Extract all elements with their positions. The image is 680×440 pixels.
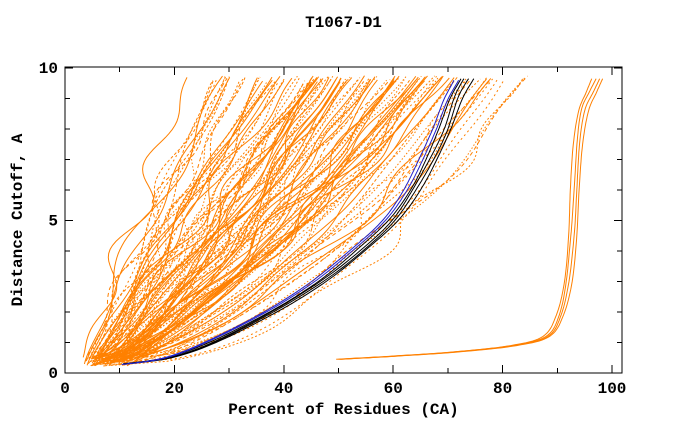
model-curves bbox=[99, 79, 214, 361]
model-curves bbox=[96, 80, 306, 360]
best-model-curves bbox=[127, 78, 475, 365]
model-curves bbox=[122, 77, 342, 361]
model-curves bbox=[94, 75, 365, 366]
model-curves bbox=[98, 80, 416, 357]
model-curves bbox=[94, 77, 450, 362]
y-tick-label: 10 bbox=[39, 60, 58, 78]
model-curves bbox=[119, 79, 455, 358]
model-curves bbox=[110, 76, 524, 366]
model-curves bbox=[116, 75, 422, 358]
model-curves bbox=[106, 79, 337, 366]
model-curves bbox=[123, 77, 372, 364]
model-curves bbox=[89, 78, 315, 359]
model-curves bbox=[112, 75, 435, 361]
model-curves bbox=[114, 79, 424, 362]
x-tick-label: 100 bbox=[598, 380, 627, 398]
model-curves bbox=[94, 77, 293, 362]
model-curves bbox=[109, 79, 411, 358]
y-axis-label: Distance Cutoff, A bbox=[9, 133, 27, 307]
best-model-curves bbox=[125, 78, 470, 365]
model-curves bbox=[117, 75, 444, 361]
model-curves bbox=[89, 79, 217, 359]
model-curves bbox=[108, 75, 437, 366]
model-curves bbox=[109, 79, 214, 365]
x-tick-label: 80 bbox=[493, 380, 512, 398]
model-curves bbox=[101, 77, 455, 363]
model-curves bbox=[88, 79, 314, 359]
chart-title: T1067-D1 bbox=[305, 14, 382, 32]
model-curves bbox=[94, 77, 246, 361]
model-curves bbox=[100, 78, 487, 360]
model-curves bbox=[111, 76, 227, 360]
model-curves bbox=[94, 79, 359, 361]
model-curves bbox=[108, 76, 320, 367]
model-curves bbox=[92, 77, 301, 362]
model-curves bbox=[99, 81, 318, 359]
model-curves bbox=[109, 76, 261, 360]
outlier-model-curves bbox=[340, 78, 604, 360]
model-curves bbox=[103, 79, 471, 367]
model-curves bbox=[116, 79, 498, 360]
model-curves bbox=[107, 77, 353, 360]
model-curves bbox=[124, 79, 378, 364]
model-curves bbox=[91, 76, 230, 364]
y-tick-label: 5 bbox=[48, 213, 58, 231]
model-curves bbox=[122, 75, 298, 359]
model-curves bbox=[99, 78, 492, 365]
highlighted-model-curves bbox=[123, 79, 460, 365]
highlighted-model-curves bbox=[121, 79, 455, 365]
model-curves bbox=[121, 75, 529, 360]
y-tick-label: 0 bbox=[48, 365, 58, 383]
model-curves bbox=[126, 79, 387, 358]
model-curves bbox=[94, 76, 378, 367]
x-axis-label: Percent of Residues (CA) bbox=[228, 401, 459, 419]
model-curves bbox=[115, 77, 260, 366]
model-curves bbox=[100, 78, 395, 358]
model-curves bbox=[121, 81, 311, 358]
model-curves bbox=[94, 77, 318, 367]
model-curves bbox=[129, 76, 459, 363]
model-curves bbox=[91, 81, 276, 359]
model-curves bbox=[96, 81, 370, 366]
model-curves bbox=[119, 81, 466, 365]
model-curves bbox=[120, 76, 226, 365]
model-curves bbox=[96, 80, 315, 359]
best-model-curves bbox=[123, 78, 462, 365]
model-curves bbox=[115, 78, 372, 358]
model-curves bbox=[93, 76, 273, 365]
model-curves bbox=[109, 78, 286, 359]
x-tick-label: 0 bbox=[60, 380, 70, 398]
model-curves bbox=[114, 79, 391, 362]
x-tick-label: 60 bbox=[384, 380, 403, 398]
model-curves bbox=[117, 80, 240, 362]
x-tick-label: 40 bbox=[274, 380, 293, 398]
model-curves bbox=[107, 77, 525, 359]
model-curves bbox=[90, 80, 395, 360]
model-curves bbox=[87, 75, 314, 365]
best-model-curves bbox=[123, 78, 465, 365]
model-curves bbox=[121, 78, 347, 366]
model-curves bbox=[93, 81, 341, 358]
model-curves bbox=[93, 79, 324, 359]
model-curves bbox=[111, 75, 334, 363]
model-curves bbox=[82, 77, 188, 358]
x-tick-label: 20 bbox=[165, 380, 184, 398]
